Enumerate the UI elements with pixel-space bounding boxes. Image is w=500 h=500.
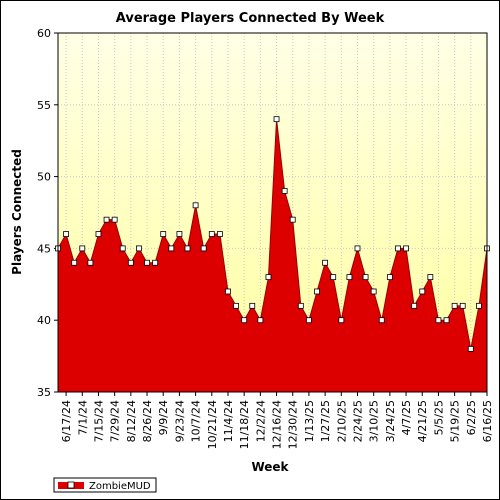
x-tick-label: 10/7/24	[190, 400, 203, 442]
data-point	[71, 259, 78, 266]
x-tick-label: 1/13/25	[303, 400, 316, 442]
x-tick-label: 5/5/25	[432, 400, 445, 435]
data-point	[79, 245, 86, 252]
data-point	[63, 231, 69, 237]
y-axis-title: Players Connected	[10, 149, 24, 275]
data-point	[362, 274, 369, 281]
data-point	[476, 302, 482, 309]
x-tick-label: 6/2/25	[465, 400, 478, 435]
x-tick-label: 7/1/24	[76, 400, 89, 435]
data-point	[233, 302, 239, 309]
x-tick-label: 2/24/25	[351, 400, 364, 442]
legend: ZombieMUD	[53, 477, 157, 493]
x-tick-label: 10/21/24	[206, 400, 219, 449]
data-point	[346, 274, 353, 281]
x-tick-label: 9/23/24	[173, 400, 186, 442]
data-point	[136, 245, 142, 252]
data-point	[419, 288, 426, 295]
data-point	[386, 274, 393, 281]
x-tick-label: 3/24/25	[384, 400, 397, 442]
data-point	[459, 302, 466, 309]
data-point	[330, 274, 337, 281]
data-point	[281, 188, 288, 194]
x-tick-label: 8/12/24	[125, 400, 138, 442]
data-point	[87, 259, 94, 266]
area-fill	[58, 119, 487, 392]
data-point	[241, 317, 248, 324]
x-tick-label: 6/16/25	[481, 400, 494, 442]
chart-title: Average Players Connected By Week	[116, 11, 385, 26]
legend-label: ZombieMUD	[89, 481, 151, 492]
data-point	[338, 317, 345, 324]
data-point	[314, 288, 320, 295]
x-tick-label: 11/18/24	[238, 400, 251, 449]
data-point	[176, 231, 183, 237]
data-point	[265, 274, 272, 281]
data-point	[249, 302, 256, 309]
data-point	[225, 288, 231, 295]
x-tick-label: 4/21/25	[416, 400, 429, 442]
data-point	[443, 317, 450, 324]
data-point	[395, 245, 401, 252]
data-point	[354, 245, 361, 252]
x-tick-label: 4/7/25	[400, 400, 413, 435]
data-point	[322, 259, 329, 266]
y-tick-label: 35	[37, 386, 51, 399]
y-tick-label: 55	[37, 99, 51, 112]
data-point	[297, 302, 304, 309]
data-point	[192, 202, 199, 209]
x-axis-title: Week	[251, 460, 289, 474]
data-point	[306, 317, 312, 324]
x-tick-label: 3/10/25	[368, 400, 381, 442]
x-tick-label: 12/2/24	[254, 400, 267, 442]
data-point	[184, 245, 191, 252]
data-point	[168, 245, 175, 252]
data-point	[216, 231, 223, 237]
y-tick-label: 40	[37, 314, 51, 327]
data-point	[160, 231, 167, 237]
x-tick-label: 8/26/24	[141, 400, 154, 442]
data-point	[403, 245, 409, 252]
x-tick-label: 7/15/24	[92, 400, 105, 442]
legend-marker	[67, 481, 75, 489]
data-point	[378, 317, 385, 324]
data-point	[127, 259, 134, 266]
data-point	[208, 231, 215, 237]
data-point	[257, 317, 264, 324]
x-tick-label: 12/30/24	[287, 400, 300, 449]
plot-border	[57, 32, 488, 393]
data-point	[95, 231, 102, 237]
data-point	[370, 288, 377, 295]
x-tick-label: 5/19/25	[449, 400, 462, 442]
data-point	[119, 245, 126, 252]
data-point	[152, 259, 159, 266]
y-tick-label: 60	[37, 27, 51, 40]
y-tick-label: 50	[37, 171, 51, 184]
x-tick-label: 11/4/24	[222, 400, 235, 442]
x-tick-label: 12/16/24	[271, 400, 284, 449]
data-point	[451, 302, 458, 309]
data-point	[427, 274, 434, 281]
data-point	[111, 216, 118, 223]
data-point	[103, 216, 110, 223]
x-tick-label: 7/29/24	[109, 400, 122, 442]
data-point	[200, 245, 207, 252]
x-tick-label: 6/17/24	[60, 400, 73, 442]
data-point	[467, 346, 474, 352]
data-point	[289, 216, 296, 223]
data-point	[273, 116, 280, 123]
data-point	[144, 259, 150, 266]
x-tick-label: 9/9/24	[157, 400, 170, 435]
x-tick-label: 2/10/25	[335, 400, 348, 442]
data-point	[435, 317, 442, 324]
data-point	[411, 302, 418, 309]
y-tick-label: 45	[37, 242, 51, 255]
x-tick-label: 1/27/25	[319, 400, 332, 442]
